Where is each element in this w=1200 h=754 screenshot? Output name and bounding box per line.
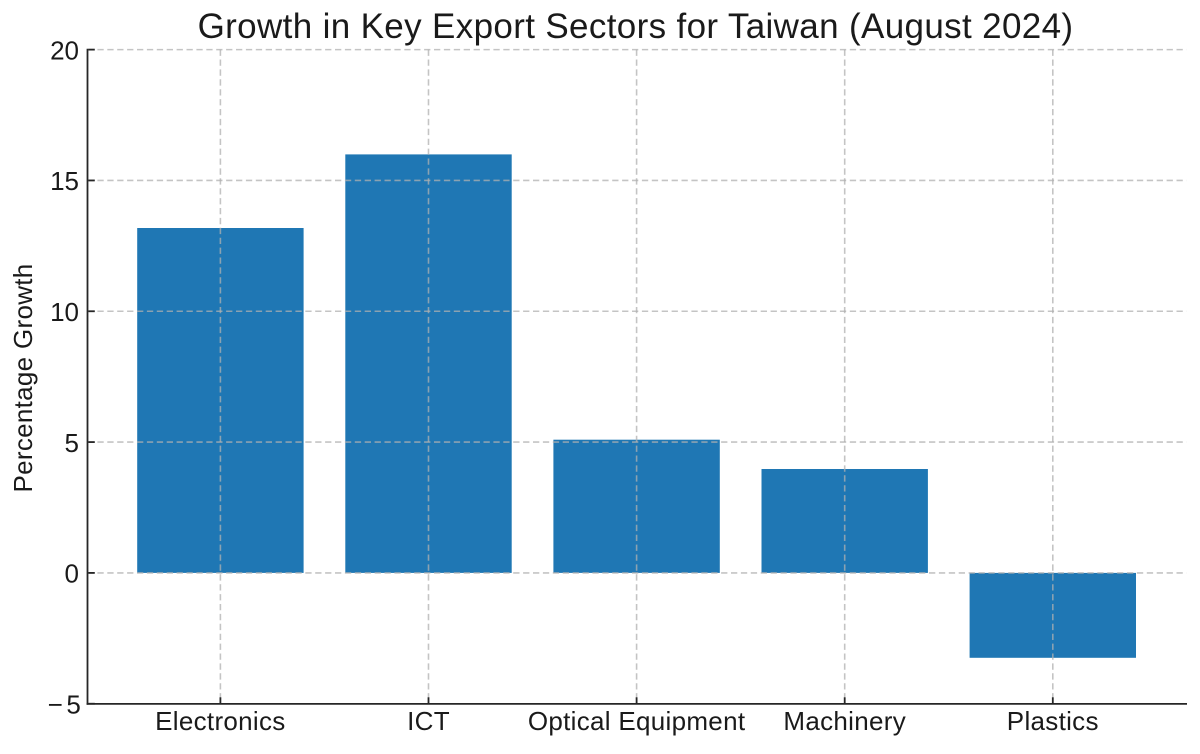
svg-text:5: 5 (65, 428, 79, 458)
svg-text:Electronics: Electronics (155, 706, 285, 736)
svg-text:0: 0 (65, 559, 79, 589)
svg-text:Growth in Key Export Sectors f: Growth in Key Export Sectors for Taiwan … (198, 7, 1074, 46)
svg-text:Optical Equipment: Optical Equipment (528, 706, 746, 736)
svg-text:Machinery: Machinery (783, 706, 906, 736)
svg-text:Plastics: Plastics (1007, 706, 1099, 736)
svg-text:20: 20 (50, 35, 79, 65)
svg-text:10: 10 (50, 297, 79, 327)
svg-text:Percentage Growth: Percentage Growth (8, 263, 38, 492)
svg-text:−5: −5 (48, 690, 85, 720)
svg-text:15: 15 (50, 166, 79, 196)
svg-text:ICT: ICT (407, 706, 450, 736)
